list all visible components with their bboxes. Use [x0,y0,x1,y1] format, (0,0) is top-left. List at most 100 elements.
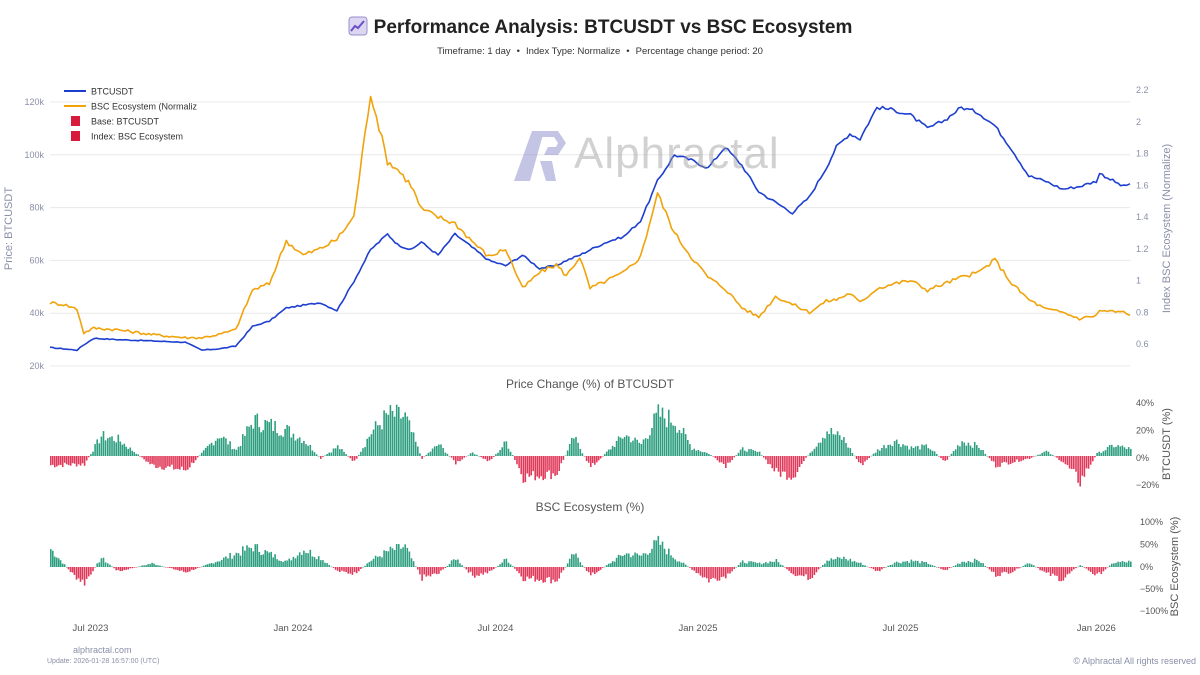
bar-positive [676,432,679,456]
bar-positive [507,448,510,456]
bar-positive [1115,446,1117,456]
bar-negative [530,456,532,476]
y-tick-label: 0% [1140,562,1153,572]
bar-negative [476,567,478,576]
bar-positive [887,444,889,456]
bar-positive [575,553,577,567]
bar-positive [387,551,390,567]
bar-positive [619,437,622,456]
bar-positive [615,557,618,567]
bar-positive [619,555,622,567]
bar-negative [691,567,693,570]
bar-negative [594,567,596,574]
bar-positive [264,420,266,456]
bar-negative [486,567,489,574]
y-axis-label: BTCUSDT (%) [1161,408,1173,480]
bar-positive [830,428,833,456]
bar-positive [366,438,368,456]
bar-negative [703,567,706,578]
bar-positive [954,449,957,456]
bar-positive [1024,564,1027,567]
bar-positive [368,436,371,456]
bar-positive [777,562,780,567]
bar-negative [784,567,786,568]
bar-positive [1041,452,1043,456]
bar-negative [601,567,604,568]
bar-positive [630,442,632,456]
bar-positive [467,455,470,456]
bar-negative [788,567,790,571]
bar-positive [444,452,447,456]
bar-positive [330,452,333,456]
bar-positive [290,560,293,567]
bar-positive [305,552,307,567]
bar-positive [260,432,262,456]
bar-negative [718,456,721,463]
legend-swatch-square [71,131,80,141]
bar-negative [440,567,442,571]
bar-positive [223,436,225,456]
bar-negative [417,567,419,570]
bar-positive [96,563,98,567]
bar-positive [131,450,133,456]
bar-negative [88,456,90,458]
bar-positive [389,405,392,456]
bar-positive [61,563,64,567]
bar-positive [564,567,567,568]
footer-site-link[interactable]: alphractal.com [73,645,132,655]
bar-negative [813,567,816,575]
bar-positive [954,565,957,567]
bar-negative [815,567,818,573]
bar-positive [891,564,894,567]
bar-negative [455,456,457,465]
bar-positive [198,455,201,456]
bar-positive [395,404,398,456]
bar-positive [978,448,980,456]
bar-positive [1039,454,1041,456]
bar-negative [177,456,179,469]
bar-positive [298,552,301,567]
bar-positive [157,565,159,567]
bar-negative [332,567,335,568]
bar-negative [548,456,550,471]
bar-positive [613,561,616,567]
bar-positive [1121,561,1124,567]
bar-negative [597,456,600,461]
bar-positive [1098,451,1100,456]
y-tick-label-right: 0.6 [1136,339,1149,349]
bar-negative [516,567,518,572]
bar-negative [798,456,801,467]
bar-negative [145,456,147,462]
bar-negative [194,456,197,461]
bar-positive [849,558,852,567]
bar-negative [794,456,797,478]
bar-positive [290,437,293,456]
bar-negative [716,567,719,581]
bar-negative [488,456,491,461]
bar-positive [497,452,499,456]
bar-positive [898,443,900,456]
bar-positive [391,548,394,567]
bar-positive [419,453,421,456]
bar-positive [651,548,653,567]
bar-positive [883,445,885,456]
bar-negative [999,567,1001,577]
bar-negative [550,567,552,584]
bar-negative [1007,456,1010,465]
bar-positive [497,565,499,567]
bar-positive [819,567,822,568]
bar-positive [315,454,318,456]
bar-positive [642,439,645,456]
bar-negative [727,567,729,574]
bar-negative [1064,567,1067,578]
bar-negative [194,567,197,569]
bar-negative [697,567,700,574]
bar-positive [632,440,634,456]
bar-negative [520,456,522,475]
bar-positive [1047,451,1050,456]
bar-positive [254,415,257,456]
bar-positive [980,562,982,567]
bar-positive [775,559,778,567]
bar-negative [876,567,879,571]
